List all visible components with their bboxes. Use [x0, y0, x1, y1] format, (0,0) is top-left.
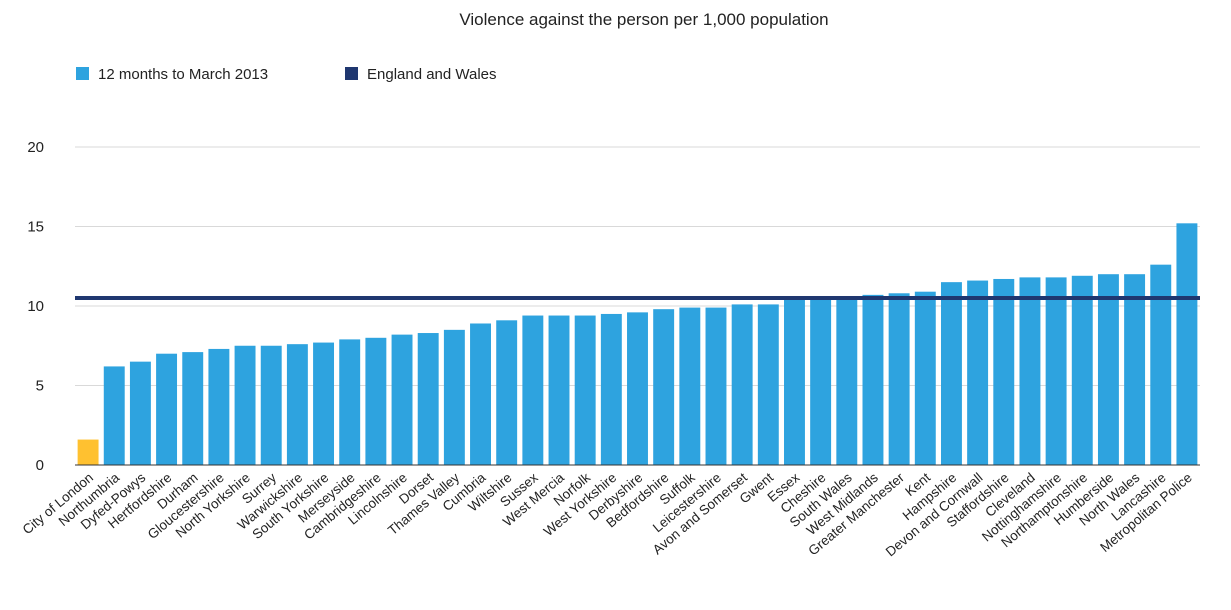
bar-dyfed-powys [129, 361, 151, 465]
bar-humberside [1097, 274, 1119, 465]
bar-suffolk [679, 307, 701, 465]
bar-lincolnshire [391, 334, 413, 465]
y-tick-label: 5 [36, 378, 44, 395]
bar-staffordshire [993, 278, 1015, 465]
bar-west-mercia [548, 315, 570, 465]
bar-sussex [522, 315, 544, 465]
bar-hertfordshire [156, 353, 178, 465]
bar-nottinghamshire [1045, 277, 1067, 465]
bar-dorset [417, 333, 439, 465]
chart-title: Violence against the person per 1,000 po… [459, 10, 828, 29]
bar-warwickshire [286, 344, 308, 465]
bar-essex [784, 299, 805, 465]
bar-derbyshire [627, 312, 648, 465]
bar-kent [914, 291, 936, 465]
y-tick-label: 20 [27, 139, 44, 156]
bar-cumbria [470, 323, 491, 465]
bar-leicestershire [705, 307, 727, 465]
y-tick-label: 0 [36, 457, 44, 474]
bars [75, 223, 1200, 466]
bar-north-yorkshire [234, 345, 256, 465]
bar-greater-manchester [888, 293, 910, 465]
bar-lancashire [1150, 264, 1172, 465]
bar-durham [182, 352, 204, 465]
bar-city-of-london [77, 439, 99, 465]
bar-bedfordshire [653, 309, 675, 465]
bar-northamptonshire [1071, 275, 1093, 465]
bar-devon-and-cornwall [967, 280, 989, 465]
bar-metropolitan-police [1176, 223, 1198, 465]
legend-swatch-series [76, 67, 89, 80]
bar-surrey [260, 345, 282, 465]
bar-avon-and-somerset [731, 304, 753, 465]
legend-label-series: 12 months to March 2013 [98, 66, 268, 83]
bar-northumbria [103, 366, 125, 465]
bar-west-midlands [862, 294, 884, 465]
x-axis-labels: City of LondonNorthumbriaDyfed-PowysHert… [20, 469, 1195, 559]
y-axis-ticks: 0 5 10 15 20 [27, 139, 44, 474]
bar-south-yorkshire [313, 342, 335, 465]
bar-thames-valley [443, 329, 465, 465]
bar-gwent [757, 304, 779, 465]
bar-cheshire [810, 298, 832, 465]
bar-west-yorkshire [600, 313, 622, 465]
bar-cleveland [1019, 277, 1041, 465]
bar-gloucestershire [208, 348, 230, 465]
bar-south-wales [836, 296, 858, 465]
bar-merseyside [339, 339, 361, 465]
legend-swatch-reference [345, 67, 358, 80]
y-tick-label: 15 [27, 219, 44, 236]
bar-north-wales [1124, 274, 1146, 465]
bar-wiltshire [496, 320, 518, 465]
y-tick-label: 10 [27, 298, 44, 315]
legend-label-reference: England and Wales [367, 66, 497, 83]
bar-norfolk [574, 315, 596, 465]
legend: 12 months to March 2013 England and Wale… [76, 66, 497, 83]
bar-cambridgeshire [365, 337, 387, 465]
bar-hampshire [940, 282, 962, 465]
